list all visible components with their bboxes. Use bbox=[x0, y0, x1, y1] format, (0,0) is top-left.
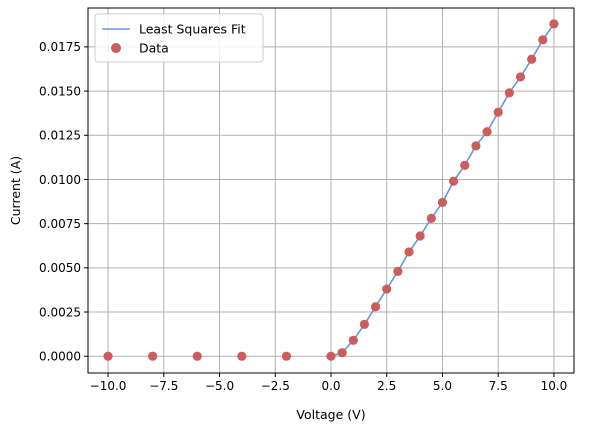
data-point bbox=[148, 351, 158, 361]
x-tick-label: −7.5 bbox=[149, 379, 178, 393]
y-tick-label: 0.0175 bbox=[39, 40, 81, 54]
data-point bbox=[426, 213, 436, 223]
data-point bbox=[103, 351, 113, 361]
data-point bbox=[482, 127, 492, 137]
data-point bbox=[471, 141, 481, 151]
y-tick-label: 0.0000 bbox=[39, 350, 81, 364]
data-point bbox=[527, 54, 537, 64]
data-point bbox=[348, 335, 358, 345]
y-tick-label: 0.0125 bbox=[39, 129, 81, 143]
data-point bbox=[538, 35, 548, 45]
legend-data-swatch bbox=[111, 43, 121, 53]
data-point bbox=[337, 348, 347, 358]
data-point bbox=[504, 88, 514, 98]
x-axis: −10.0 −7.5 −5.0 −2.5 0.0 2.5 5.0 7.5 10.0 bbox=[90, 373, 568, 393]
data-point bbox=[326, 351, 336, 361]
data-point bbox=[281, 351, 292, 361]
y-tick-label: 0.0050 bbox=[39, 261, 81, 275]
x-tick-label: 7.5 bbox=[489, 379, 508, 393]
data-point bbox=[460, 160, 470, 170]
legend-entry-data: Data bbox=[139, 41, 169, 56]
x-tick-label: −2.5 bbox=[261, 379, 290, 393]
data-points bbox=[103, 19, 559, 361]
legend-box bbox=[94, 13, 264, 63]
data-point bbox=[393, 266, 403, 276]
grid bbox=[88, 8, 574, 373]
data-point bbox=[382, 284, 392, 294]
data-point bbox=[237, 351, 247, 361]
data-point bbox=[515, 72, 526, 82]
data-point bbox=[449, 176, 459, 186]
x-tick-label: −10.0 bbox=[90, 379, 127, 393]
x-tick-label: 10.0 bbox=[541, 379, 568, 393]
y-tick-label: 0.0025 bbox=[39, 305, 81, 319]
x-tick-label: 0.0 bbox=[321, 379, 340, 393]
legend: Least Squares Fit Data bbox=[94, 13, 264, 63]
data-point bbox=[437, 197, 448, 208]
y-axis-label: Current (A) bbox=[8, 156, 23, 225]
y-axis: 0.0000 0.0025 0.0050 0.0075 0.0100 0.0125 0.01… bbox=[39, 40, 88, 364]
data-point bbox=[370, 302, 381, 312]
legend-entry-fit: Least Squares Fit bbox=[139, 22, 246, 37]
x-axis-label: Voltage (V) bbox=[296, 407, 365, 422]
x-tick-label: −5.0 bbox=[205, 379, 234, 393]
data-point bbox=[359, 319, 370, 329]
data-point bbox=[415, 231, 425, 241]
y-tick-label: 0.0100 bbox=[39, 173, 81, 187]
data-point bbox=[493, 107, 503, 117]
data-point bbox=[192, 351, 202, 361]
x-tick-label: 5.0 bbox=[433, 379, 452, 393]
data-point bbox=[404, 247, 414, 257]
y-tick-label: 0.0150 bbox=[39, 84, 81, 98]
x-tick-label: 2.5 bbox=[377, 379, 396, 393]
y-tick-label: 0.0075 bbox=[39, 217, 81, 231]
data-point bbox=[549, 19, 559, 29]
